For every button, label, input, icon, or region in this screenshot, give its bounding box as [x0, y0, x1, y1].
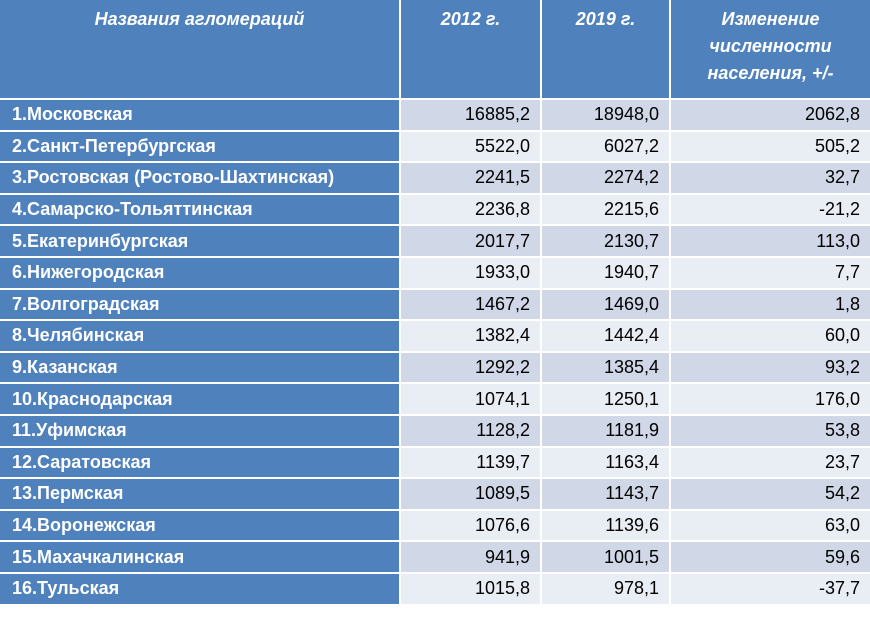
agglomeration-name-cell: 12.Саратовская	[0, 447, 401, 480]
header-year-2019: 2019 г.	[542, 0, 671, 100]
population-2019-cell: 1385,4	[542, 352, 671, 385]
table-row: 8.Челябинская 1382,4 1442,4 60,0	[0, 321, 870, 353]
population-2012-cell: 2236,8	[401, 194, 542, 227]
table-row: 6.Нижегородская 1933,0 1940,7 7,7	[0, 257, 870, 290]
header-population-change: Изменение численности населения, +/-	[671, 0, 870, 100]
table-row: 5.Екатеринбургская 2017,7 2130,7 113,0	[0, 226, 870, 258]
population-change-cell: 113,0	[671, 226, 870, 258]
population-change-cell: -37,7	[671, 573, 870, 606]
population-2012-cell: 1139,7	[401, 447, 542, 480]
table-row: 4.Самарско-Тольяттинская 2236,8 2215,6 -21,…	[0, 194, 870, 227]
population-2012-cell: 2017,7	[401, 226, 542, 258]
agglomeration-name-cell: 1.Московская	[0, 100, 401, 132]
population-change-cell: 1,8	[671, 289, 870, 322]
agglomeration-population-table: Названия агломераций 2012 г. 2019 г. Изм…	[0, 0, 870, 606]
agglomeration-name-cell: 6.Нижегородская	[0, 257, 401, 290]
population-2019-cell: 1469,0	[542, 289, 671, 322]
population-2012-cell: 2241,5	[401, 163, 542, 195]
table-row: 10.Краснодарская 1074,1 1250,1 176,0	[0, 384, 870, 416]
table-row: 16.Тульская 1015,8 978,1 -37,7	[0, 573, 870, 606]
population-2012-cell: 1076,6	[401, 510, 542, 543]
population-2019-cell: 2274,2	[542, 163, 671, 195]
population-2012-cell: 1074,1	[401, 384, 542, 416]
table-row: 12.Саратовская 1139,7 1163,4 23,7	[0, 447, 870, 480]
agglomeration-name-cell: 5.Екатеринбургская	[0, 226, 401, 258]
agglomeration-name-cell: 14.Воронежская	[0, 510, 401, 543]
population-2012-cell: 1128,2	[401, 415, 542, 448]
population-2019-cell: 2130,7	[542, 226, 671, 258]
agglomeration-name-cell: 3.Ростовская (Ростово-Шахтинская)	[0, 163, 401, 195]
population-2012-cell: 1292,2	[401, 352, 542, 385]
table-body: 1.Московская 16885,2 18948,0 2062,8 2.Санкт-…	[0, 100, 870, 606]
table-header: Названия агломераций 2012 г. 2019 г. Изм…	[0, 0, 870, 100]
population-2019-cell: 1940,7	[542, 257, 671, 290]
table-row: 3.Ростовская (Ростово-Шахтинская) 2241,5 2…	[0, 163, 870, 195]
population-2012-cell: 1467,2	[401, 289, 542, 322]
agglomeration-name-cell: 2.Санкт-Петербургская	[0, 131, 401, 164]
population-2019-cell: 978,1	[542, 573, 671, 606]
table-row: 2.Санкт-Петербургская 5522,0 6027,2 505,2	[0, 131, 870, 164]
population-2019-cell: 1163,4	[542, 447, 671, 480]
table-row: 9.Казанская 1292,2 1385,4 93,2	[0, 352, 870, 385]
table-row: 11.Уфимская 1128,2 1181,9 53,8	[0, 415, 870, 448]
agglomeration-name-cell: 10.Краснодарская	[0, 384, 401, 416]
population-change-cell: 7,7	[671, 257, 870, 290]
population-2012-cell: 1089,5	[401, 479, 542, 511]
population-change-cell: 53,8	[671, 415, 870, 448]
population-2019-cell: 6027,2	[542, 131, 671, 164]
population-change-cell: 176,0	[671, 384, 870, 416]
population-2019-cell: 18948,0	[542, 100, 671, 132]
agglomeration-name-cell: 16.Тульская	[0, 573, 401, 606]
population-change-cell: 63,0	[671, 510, 870, 543]
population-2012-cell: 5522,0	[401, 131, 542, 164]
agglomeration-name-cell: 13.Пермская	[0, 479, 401, 511]
population-2019-cell: 2215,6	[542, 194, 671, 227]
population-2019-cell: 1181,9	[542, 415, 671, 448]
table-row: 14.Воронежская 1076,6 1139,6 63,0	[0, 510, 870, 543]
population-change-cell: 32,7	[671, 163, 870, 195]
table-row: 7.Волгоградская 1467,2 1469,0 1,8	[0, 289, 870, 322]
population-2019-cell: 1139,6	[542, 510, 671, 543]
table-row: 15.Махачкалинская 941,9 1001,5 59,6	[0, 542, 870, 574]
header-agglomeration-names: Названия агломераций	[0, 0, 401, 100]
population-change-cell: 505,2	[671, 131, 870, 164]
agglomeration-name-cell: 7.Волгоградская	[0, 289, 401, 322]
header-year-2012: 2012 г.	[401, 0, 542, 100]
population-2019-cell: 1250,1	[542, 384, 671, 416]
population-change-cell: 2062,8	[671, 100, 870, 132]
population-2019-cell: 1442,4	[542, 321, 671, 353]
agglomeration-name-cell: 11.Уфимская	[0, 415, 401, 448]
population-2012-cell: 1015,8	[401, 573, 542, 606]
population-change-cell: 59,6	[671, 542, 870, 574]
population-2012-cell: 1933,0	[401, 257, 542, 290]
table-row: 1.Московская 16885,2 18948,0 2062,8	[0, 100, 870, 132]
population-2019-cell: 1143,7	[542, 479, 671, 511]
population-change-cell: 60,0	[671, 321, 870, 353]
header-row: Названия агломераций 2012 г. 2019 г. Изм…	[0, 0, 870, 100]
population-change-cell: 23,7	[671, 447, 870, 480]
agglomeration-name-cell: 9.Казанская	[0, 352, 401, 385]
population-2012-cell: 16885,2	[401, 100, 542, 132]
agglomeration-name-cell: 4.Самарско-Тольяттинская	[0, 194, 401, 227]
population-change-cell: 54,2	[671, 479, 870, 511]
population-2012-cell: 941,9	[401, 542, 542, 574]
population-2012-cell: 1382,4	[401, 321, 542, 353]
population-2019-cell: 1001,5	[542, 542, 671, 574]
table-row: 13.Пермская 1089,5 1143,7 54,2	[0, 479, 870, 511]
agglomeration-name-cell: 8.Челябинская	[0, 321, 401, 353]
population-change-cell: -21,2	[671, 194, 870, 227]
agglomeration-name-cell: 15.Махачкалинская	[0, 542, 401, 574]
population-change-cell: 93,2	[671, 352, 870, 385]
